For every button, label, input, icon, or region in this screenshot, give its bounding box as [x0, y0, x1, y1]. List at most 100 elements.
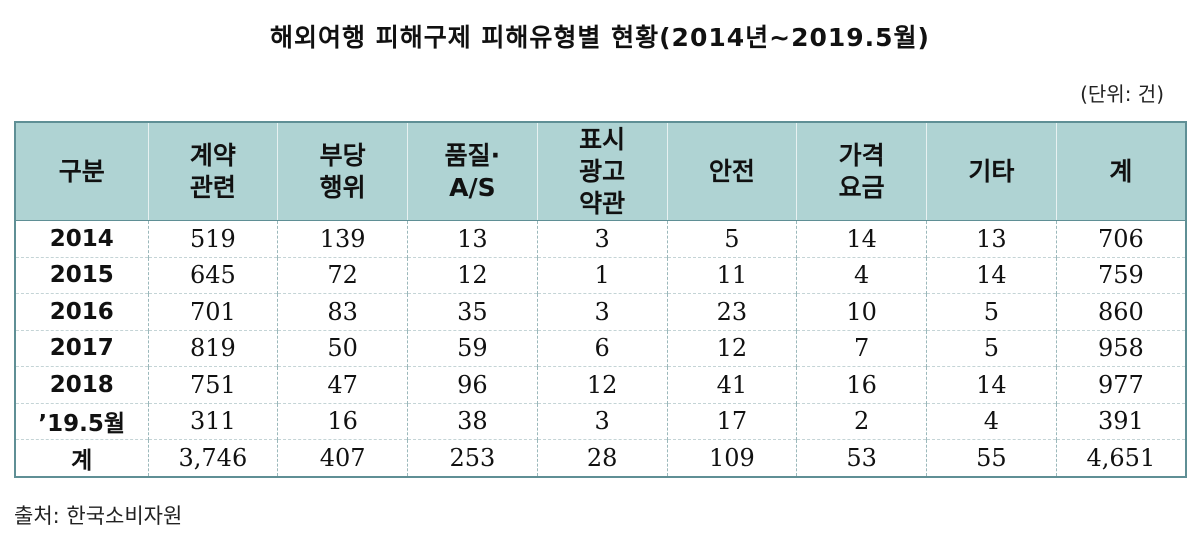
row-label-cell: 2017 — [15, 329, 148, 367]
table-cell: 12 — [407, 256, 538, 294]
table-row: 2014 519 139 13 3 5 14 13 706 — [15, 220, 1186, 257]
column-header-line: 관련 — [189, 172, 236, 202]
row-label-cell: 2018 — [15, 366, 148, 403]
table-cell: 41 — [666, 366, 797, 403]
column-header: 품질· A/S — [407, 122, 538, 221]
table-cell: 3 — [536, 293, 667, 330]
table-cell: 2 — [796, 402, 927, 440]
column-header-line: 광고 — [579, 156, 626, 186]
table-cell: 53 — [796, 439, 927, 477]
table-cell: 860 — [1055, 293, 1186, 330]
table-cell: 47 — [277, 366, 408, 403]
table-row: 계 3,746 407 253 28 109 53 55 4,651 — [15, 439, 1186, 477]
table-cell: 14 — [796, 220, 927, 257]
table-cell: 391 — [1055, 402, 1186, 440]
table-cell: 706 — [1055, 220, 1186, 257]
table-cell: 59 — [407, 329, 538, 367]
column-header-line: 안전 — [708, 156, 755, 186]
table-cell: 28 — [536, 439, 667, 477]
unit-note: (단위: 건) — [1080, 82, 1164, 106]
table-cell: 72 — [277, 256, 408, 294]
table-cell: 11 — [666, 256, 797, 294]
table-cell: 139 — [277, 220, 408, 257]
row-label-cell: ’19.5월 — [15, 402, 148, 440]
table-cell: 819 — [147, 329, 278, 367]
table-cell: 759 — [1055, 256, 1186, 294]
column-header-line: 기타 — [968, 156, 1015, 186]
row-label-cell: 2014 — [49, 225, 114, 252]
column-header-line: 약관 — [579, 188, 626, 218]
table-cell: 977 — [1055, 366, 1186, 403]
table-cell: 55 — [926, 439, 1057, 477]
table-cell: 407 — [277, 439, 408, 477]
table-cell: 3 — [536, 402, 667, 440]
table-cell: 16 — [796, 366, 927, 403]
table-cell: 38 — [407, 402, 538, 440]
table-cell: 109 — [666, 439, 797, 477]
row-label-cell: 계 — [15, 439, 148, 477]
column-header: 계약 관련 — [147, 122, 278, 221]
table-cell: 5 — [926, 293, 1057, 330]
table-cell: 12 — [666, 329, 797, 367]
table-row: 2015 645 72 12 1 11 4 14 759 — [15, 256, 1186, 294]
table-body: 2014 519 139 13 3 5 14 13 706 2015 645 72 12 1 11 4 14 75… — [15, 220, 1186, 477]
table-cell: 3 — [536, 220, 667, 257]
table-header-row: 구분 계약 관련 부당 행위 품질· A/S 표시 광고 약관 안전 가격 요금 기타 계 — [15, 122, 1186, 221]
table-cell: 16 — [277, 402, 408, 440]
table-cell: 96 — [407, 366, 538, 403]
table-cell: 4,651 — [1055, 439, 1186, 477]
table-row: 2017 819 50 59 6 12 7 5 958 — [15, 329, 1186, 367]
table-cell: 5 — [666, 220, 797, 257]
column-header-line: 표시 — [579, 124, 626, 154]
column-header-line: 요금 — [838, 172, 885, 202]
table-row: 2016 701 83 35 3 23 10 5 860 — [15, 293, 1186, 330]
column-header: 기타 — [926, 122, 1057, 221]
table-cell: 12 — [536, 366, 667, 403]
row-label-cell: 2015 — [15, 256, 148, 294]
table-cell: 1 — [536, 256, 667, 294]
table-cell: 4 — [796, 256, 927, 294]
table-cell: 23 — [666, 293, 797, 330]
column-header-line: 계 — [1109, 156, 1133, 186]
column-header-line: 부당 — [319, 140, 366, 170]
table-row: 2018 751 47 96 12 41 16 14 977 — [15, 366, 1186, 403]
table-cell: 645 — [147, 256, 278, 294]
table-cell: 253 — [407, 439, 538, 477]
table-cell: 7 — [796, 329, 927, 367]
table-cell: 35 — [407, 293, 538, 330]
table-cell: 14 — [926, 256, 1057, 294]
table-row: ’19.5월 311 16 38 3 17 2 4 391 — [15, 402, 1186, 440]
table-cell: 4 — [926, 402, 1057, 440]
column-header-line: 품질· — [444, 140, 501, 170]
table-cell: 14 — [926, 366, 1057, 403]
table-cell: 5 — [926, 329, 1057, 367]
column-header: 부당 행위 — [277, 122, 408, 221]
row-label-cell: 2016 — [15, 293, 148, 330]
table-cell: 17 — [666, 402, 797, 440]
table-cell: 958 — [1055, 329, 1186, 367]
column-header-line: A/S — [449, 172, 496, 202]
column-header: 안전 — [666, 122, 797, 221]
table-cell: 519 — [147, 220, 278, 257]
table-cell: 13 — [407, 220, 538, 257]
source-note: 출처: 한국소비자원 — [14, 504, 183, 528]
column-header: 가격 요금 — [796, 122, 927, 221]
column-header: 표시 광고 약관 — [536, 122, 667, 221]
table-cell: 751 — [147, 366, 278, 403]
table-cell: 701 — [147, 293, 278, 330]
table-cell: 10 — [796, 293, 927, 330]
table-cell: 83 — [277, 293, 408, 330]
column-header-line: 구분 — [58, 156, 105, 186]
column-header-line: 행위 — [319, 172, 366, 202]
table-cell: 50 — [277, 329, 408, 367]
table-cell: 6 — [536, 329, 667, 367]
table-cell: 311 — [147, 402, 278, 440]
table-cell: 13 — [926, 220, 1057, 257]
statistics-table: 구분 계약 관련 부당 행위 품질· A/S 표시 광고 약관 안전 가격 요금 기타 계 2014 519 1… — [14, 121, 1187, 478]
column-header: 구분 — [15, 122, 148, 221]
table-cell: 3,746 — [147, 439, 278, 477]
document-title: 해외여행 피해구제 피해유형별 현황(2014년~2019.5월) — [270, 23, 930, 52]
column-header-line: 계약 — [189, 140, 236, 170]
column-header-line: 가격 — [838, 140, 885, 170]
column-header: 계 — [1055, 122, 1186, 221]
